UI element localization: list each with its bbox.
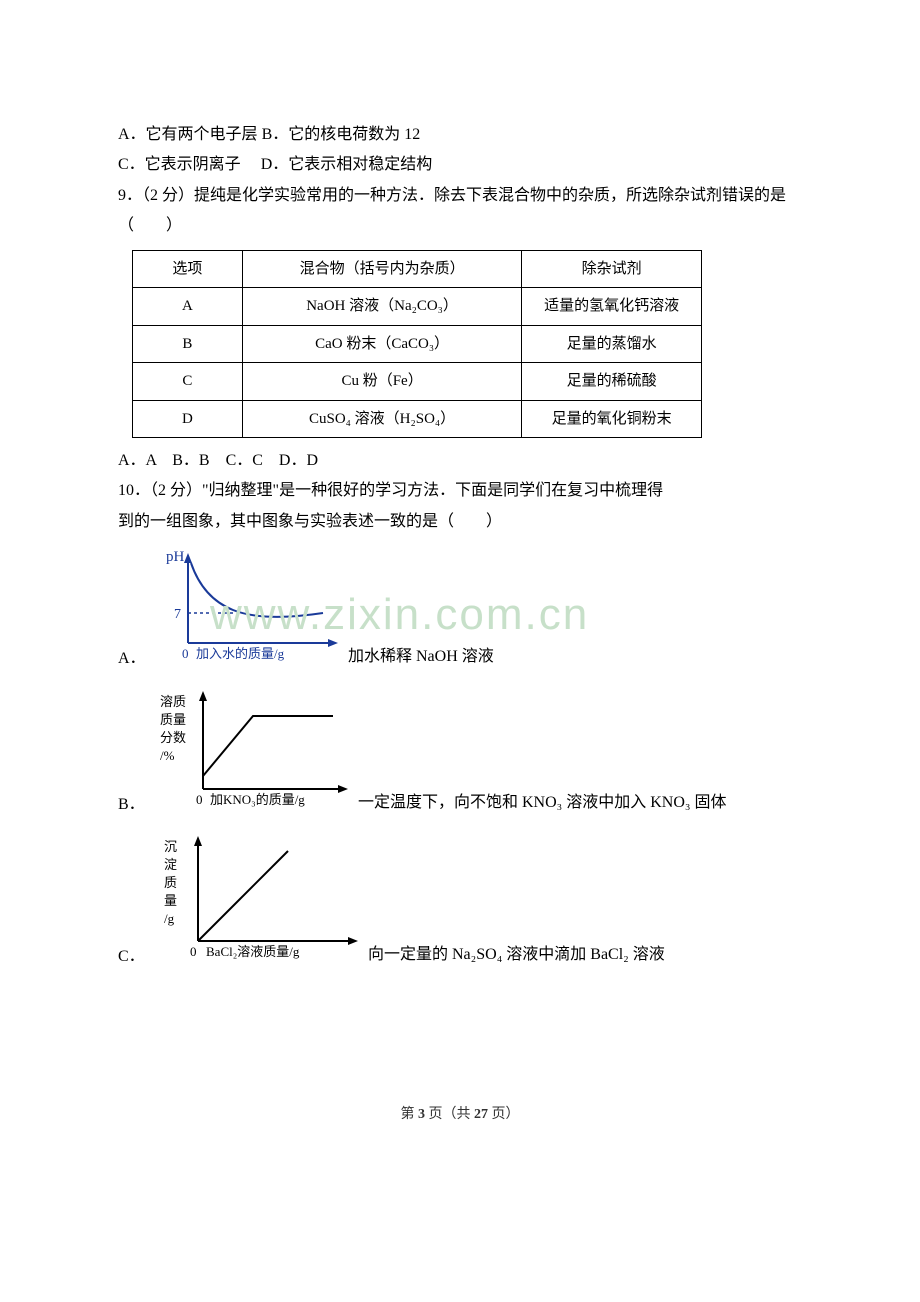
optA-letter: A． xyxy=(118,644,158,674)
th-reagent: 除杂试剂 xyxy=(522,250,702,288)
cell-reagent: 足量的蒸馏水 xyxy=(522,325,702,363)
optA-ydash: 7 xyxy=(174,607,181,622)
table-row: C Cu 粉（Fe） 足量的稀硫酸 xyxy=(133,363,702,401)
cell-mix: Cu 粉（Fe） xyxy=(242,363,522,401)
optC-yl4: 量 xyxy=(164,893,177,908)
q10-stem2: 到的一组图象，其中图象与实验表述一致的是（ ） xyxy=(118,507,802,537)
table-row: A NaOH 溶液（Na₂CO₃） 适量的氢氧化钙溶液 xyxy=(133,288,702,326)
q8-choice-d: D．它表示相对稳定结构 xyxy=(261,156,433,173)
cell-opt: B xyxy=(133,325,243,363)
footer-cur: 3 xyxy=(418,1107,425,1122)
q9-table: 选项 混合物（括号内为杂质） 除杂试剂 A NaOH 溶液（Na₂CO₃） 适量… xyxy=(132,250,702,439)
cell-reagent: 足量的氧化铜粉末 xyxy=(522,400,702,438)
optC-yl3: 质 xyxy=(164,875,177,890)
optC-xlabel: BaCl₂溶液质量/g xyxy=(206,944,300,959)
cell-mix: CaO 粉末（CaCO₃） xyxy=(242,325,522,363)
q10-optA-block: A． pH 7 0 加入水的质量/g 加水稀释 NaOH 溶液 xyxy=(118,543,802,674)
optC-yl5: /g xyxy=(164,911,175,926)
optA-xpre: 0 xyxy=(182,646,189,661)
cell-mix: CuSO₄ 溶液（H₂SO₄） xyxy=(242,400,522,438)
q9-stem: 9．（2 分）提纯是化学实验常用的一种方法．除去下表混合物中的杂质，所选除杂试剂… xyxy=(118,181,802,242)
optB-yl3: 分数 xyxy=(160,730,186,745)
q8-line2: C．它表示阴离子 D．它表示相对稳定结构 xyxy=(118,150,802,180)
table-header-row: 选项 混合物（括号内为杂质） 除杂试剂 xyxy=(133,250,702,288)
optC-letter: C． xyxy=(118,942,158,972)
optC-chart: 沉 淀 质 量 /g 0 BaCl₂溶液质量/g xyxy=(158,826,368,972)
page-footer: 第 3 页（共 27 页） xyxy=(118,1102,802,1129)
q9-choices: A．A B．B C．C D．D xyxy=(118,446,802,476)
footer-pre: 第 xyxy=(401,1107,419,1122)
optC-yl1: 沉 xyxy=(164,839,177,854)
cell-mix: NaOH 溶液（Na₂CO₃） xyxy=(242,288,522,326)
footer-post: 页） xyxy=(488,1107,520,1122)
optB-yl1: 溶质 xyxy=(160,694,186,709)
optB-yl4: /% xyxy=(160,748,175,763)
q10-optB-block: B． 溶质 质量 分数 /% 0 加KNO₃的质量/g 一定温度下，向不饱和 K… xyxy=(118,681,802,820)
q8-choice-b: B．它的核电荷数为 12 xyxy=(262,126,421,143)
cell-opt: D xyxy=(133,400,243,438)
th-opt: 选项 xyxy=(133,250,243,288)
footer-mid: 页（共 xyxy=(425,1107,474,1122)
cell-opt: A xyxy=(133,288,243,326)
q8-choice-a: A．它有两个电子层 xyxy=(118,126,258,143)
optB-yl2: 质量 xyxy=(160,712,186,727)
table-row: D CuSO₄ 溶液（H₂SO₄） 足量的氧化铜粉末 xyxy=(133,400,702,438)
cell-reagent: 足量的稀硫酸 xyxy=(522,363,702,401)
table-row: B CaO 粉末（CaCO₃） 足量的蒸馏水 xyxy=(133,325,702,363)
optB-xlabel: 加KNO₃的质量/g xyxy=(210,792,305,807)
optA-xlabel: 加入水的质量/g xyxy=(196,646,285,661)
optB-desc: 一定温度下，向不饱和 KNO₃ 溶液中加入 KNO₃ 固体 xyxy=(358,788,727,820)
cell-opt: C xyxy=(133,363,243,401)
footer-total: 27 xyxy=(474,1107,488,1122)
th-mix: 混合物（括号内为杂质） xyxy=(242,250,522,288)
optA-desc: 加水稀释 NaOH 溶液 xyxy=(348,642,494,674)
optC-xpre: 0 xyxy=(190,944,197,959)
optB-chart: 溶质 质量 分数 /% 0 加KNO₃的质量/g xyxy=(158,681,358,820)
cell-reagent: 适量的氢氧化钙溶液 xyxy=(522,288,702,326)
optB-xpre: 0 xyxy=(196,792,203,807)
optC-desc: 向一定量的 Na₂SO₄ 溶液中滴加 BaCl₂ 溶液 xyxy=(368,940,665,972)
page-content: A．它有两个电子层 B．它的核电荷数为 12 C．它表示阴离子 D．它表示相对稳… xyxy=(0,0,920,1129)
optA-ylabel: pH xyxy=(166,549,185,565)
optC-yl2: 淀 xyxy=(164,857,177,872)
q10-optC-block: C． 沉 淀 质 量 /g 0 BaCl₂溶液质量/g 向一定量的 Na₂SO₄… xyxy=(118,826,802,972)
q8-line1: A．它有两个电子层 B．它的核电荷数为 12 xyxy=(118,120,802,150)
q10-stem1: 10．（2 分）"归纳整理"是一种很好的学习方法．下面是同学们在复习中梳理得 xyxy=(118,476,802,506)
optB-letter: B． xyxy=(118,790,158,820)
q8-choice-c: C．它表示阴离子 xyxy=(118,156,241,173)
optA-chart: pH 7 0 加入水的质量/g xyxy=(158,543,348,674)
